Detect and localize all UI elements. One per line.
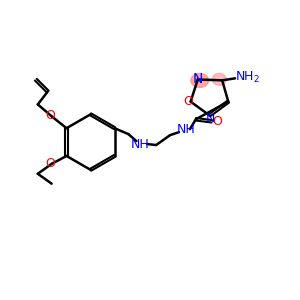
Text: N: N <box>206 112 215 125</box>
Ellipse shape <box>191 74 209 87</box>
Text: NH$_2$: NH$_2$ <box>236 70 260 85</box>
Text: O: O <box>184 95 194 108</box>
Text: NH: NH <box>176 123 195 136</box>
Text: O: O <box>213 115 223 128</box>
Text: O: O <box>46 109 56 122</box>
Text: NH: NH <box>131 138 150 151</box>
Text: N: N <box>193 73 203 86</box>
Ellipse shape <box>212 74 226 85</box>
Text: O: O <box>46 158 56 170</box>
